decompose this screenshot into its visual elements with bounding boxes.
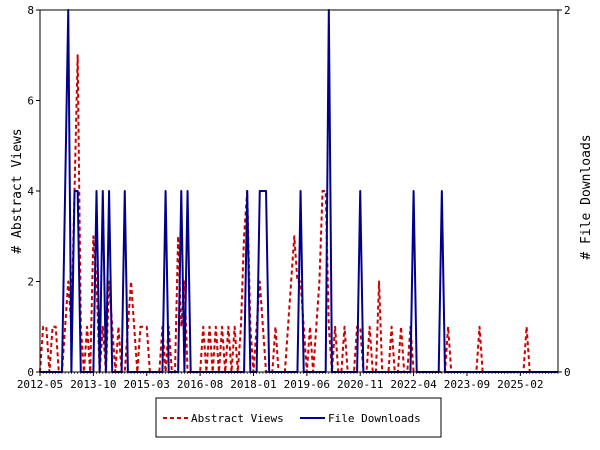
- y-right-axis-title: # File Downloads: [579, 134, 594, 259]
- y-left-tick-label: 2: [27, 276, 34, 289]
- y-right-tick-label: 2: [564, 4, 571, 17]
- y-left-axis-title: # Abstract Views: [10, 128, 25, 253]
- legend-label-file-downloads: File Downloads: [328, 412, 421, 425]
- x-tick-label: 2013-10: [70, 378, 116, 391]
- x-tick-label: 2012-05: [17, 378, 63, 391]
- left-y-axis: 0 2 4 6 8: [27, 4, 40, 379]
- x-tick-label: 2020-11: [337, 378, 383, 391]
- x-tick-label: 2019-06: [284, 378, 330, 391]
- y-left-tick-label: 4: [27, 185, 34, 198]
- x-tick-label: 2015-03: [124, 378, 170, 391]
- right-y-axis: 02: [558, 4, 571, 379]
- x-tick-label: 2016-08: [177, 378, 223, 391]
- legend-label-abstract-views: Abstract Views: [191, 412, 284, 425]
- y-right-tick-label: 0: [564, 366, 571, 379]
- x-axis: 2012-05 2013-10 2015-03 2016-08 2018-01 2019-…: [17, 372, 559, 391]
- x-tick-label: 2022-04: [390, 378, 437, 391]
- y-left-tick-label: 0: [27, 366, 34, 379]
- x-tick-label: 2023-09: [444, 378, 490, 391]
- y-left-tick-label: 6: [27, 95, 34, 108]
- x-tick-label: 2025-02: [497, 378, 543, 391]
- x-tick-label: 2018-01: [230, 378, 276, 391]
- legend-box: [155, 397, 442, 438]
- legend: Abstract Views File Downloads: [155, 397, 442, 438]
- y-left-tick-label: 8: [27, 4, 34, 17]
